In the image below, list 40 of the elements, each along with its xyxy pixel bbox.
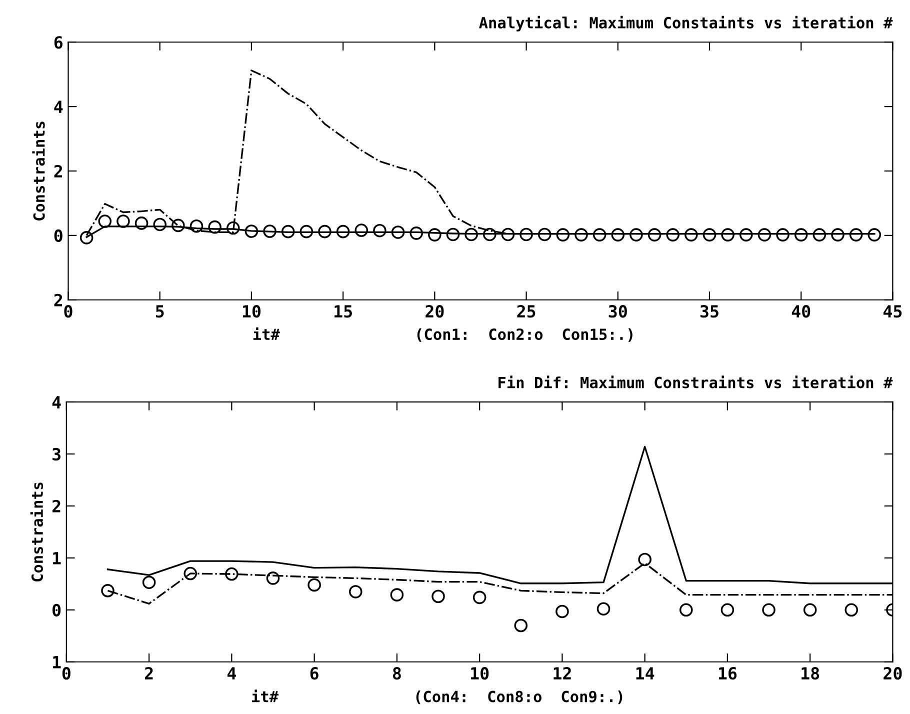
chart-title: Fin Dif: Maximum Constraints vs iteration # [498, 376, 893, 388]
x-tick-label: 35 [700, 305, 718, 318]
x-tick-label: 20 [884, 667, 902, 680]
y-tick-label: 6 [54, 36, 62, 49]
y-tick-label: 2 [54, 294, 62, 306]
x-tick-label: 14 [636, 667, 654, 680]
x-tick-label: 40 [792, 305, 810, 318]
x-tick-label: 18 [802, 667, 820, 680]
x-axis-title: it# [253, 327, 280, 340]
x-tick-label: 45 [884, 305, 902, 318]
x-axis-title: it# [252, 690, 279, 702]
y-tick-label: 4 [52, 396, 61, 408]
x-tick-label: 4 [228, 667, 236, 680]
y-axis-title: Constraints [30, 482, 44, 582]
y-tick-label: 1 [53, 656, 61, 668]
x-tick-label: 0 [62, 667, 70, 680]
text: (Con4: Con8:o Con9:.) [416, 690, 622, 704]
chart-title: Analytical: Maximum Constaints vs iteration # [479, 16, 893, 32]
x-tick-label: 16 [718, 667, 737, 680]
y-tick-label: 0 [54, 229, 62, 242]
text: (Con1: Con2:o Con15:.) [417, 328, 632, 342]
x-tick-label: 6 [310, 667, 318, 680]
x-tick-label: 10 [471, 667, 489, 680]
x-tick-label: 30 [608, 305, 627, 318]
x-tick-label: 2 [144, 667, 153, 680]
x-tick-label: 12 [554, 667, 571, 680]
x-tick-label: 15 [334, 305, 352, 318]
x-tick-label: 20 [426, 305, 444, 318]
y-tick-label: 2 [54, 164, 62, 178]
x-tick-label: 0 [64, 305, 72, 318]
x-tick-label: 10 [242, 305, 260, 318]
y-tick-label: 1 [53, 552, 61, 564]
y-tick-label: 0 [52, 604, 61, 616]
y-tick-label: 2 [52, 500, 60, 512]
x-tick-label: 5 [156, 305, 164, 318]
y-tick-label: 3 [52, 448, 60, 461]
y-axis-title: Constraints [32, 122, 45, 220]
y-tick-label: 4 [54, 100, 63, 113]
x-tick-label: 8 [392, 667, 401, 680]
x-tick-label: 25 [517, 305, 536, 318]
